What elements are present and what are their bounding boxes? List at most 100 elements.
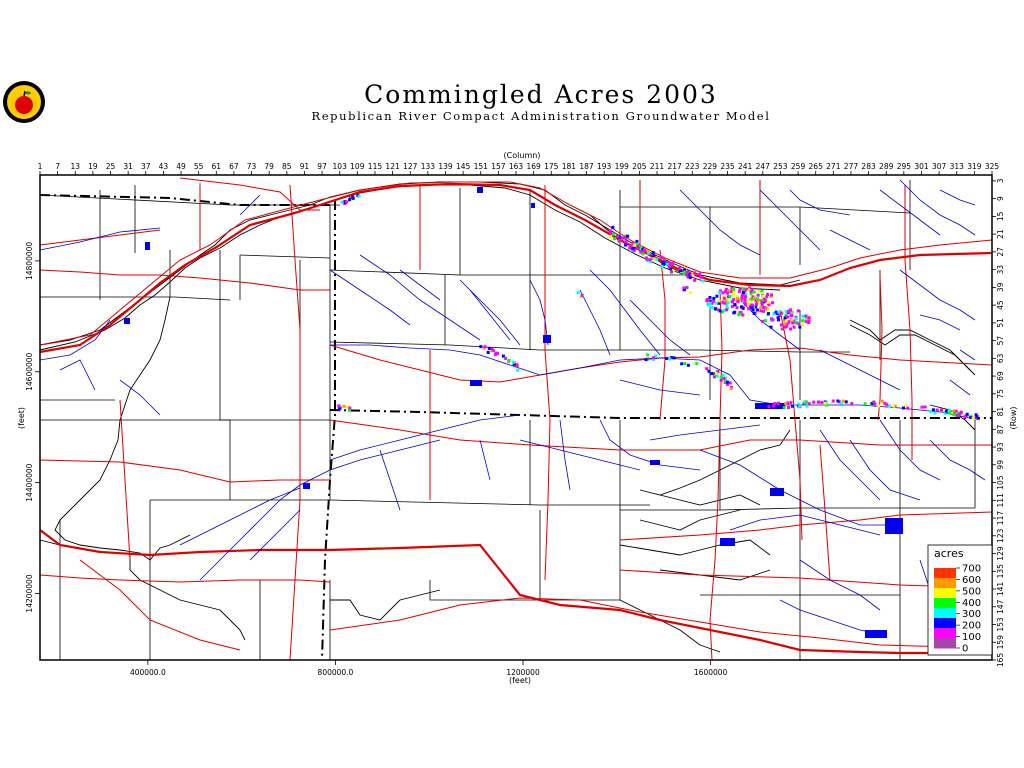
top-tick-label: 289	[879, 162, 894, 171]
acre-cell	[757, 300, 761, 304]
acre-cell	[714, 371, 718, 375]
acre-cell	[850, 402, 854, 406]
acre-cell	[779, 323, 783, 327]
top-tick-label: 193	[597, 162, 612, 171]
acre-cell	[731, 300, 734, 304]
acre-cell	[726, 297, 730, 301]
acre-cell	[750, 297, 754, 301]
acre-cell	[965, 412, 969, 416]
legend-swatch	[934, 568, 956, 579]
acre-cell	[793, 320, 797, 324]
acre-cell	[873, 402, 877, 406]
acre-cell	[628, 246, 632, 250]
top-tick-label: 223	[685, 162, 700, 171]
acre-cell	[724, 299, 728, 303]
acre-cell	[641, 252, 645, 256]
right-tick-label: 159	[996, 635, 1005, 650]
top-tick-label: 235	[720, 162, 735, 171]
acre-cell	[740, 305, 743, 309]
top-tick-label: 247	[756, 162, 771, 171]
top-tick-label: 187	[579, 162, 594, 171]
acre-cell	[792, 325, 796, 329]
acre-cell	[617, 235, 621, 239]
acre-cell	[740, 295, 744, 299]
top-tick-label: 91	[300, 162, 310, 171]
acre-cell	[885, 403, 889, 407]
acre-cell	[743, 301, 747, 305]
top-tick-label: 217	[668, 162, 683, 171]
acre-cell	[732, 293, 736, 297]
top-tick-label: 307	[932, 162, 947, 171]
acre-cell	[870, 401, 874, 405]
acre-cell	[771, 404, 775, 408]
acre-cell	[749, 290, 753, 294]
acre-cell	[632, 247, 636, 250]
acre-cell	[724, 376, 728, 380]
acre-cell	[840, 401, 843, 405]
top-tick-label: 19	[88, 162, 98, 171]
acre-cell	[929, 410, 933, 414]
acre-cell	[748, 286, 752, 290]
acre-cell	[805, 404, 809, 408]
acre-cell	[877, 404, 881, 408]
acre-cell	[931, 408, 935, 412]
acre-cell	[683, 362, 687, 366]
acre-cell	[782, 406, 786, 410]
acre-cell	[777, 310, 781, 314]
acre-cell	[665, 357, 669, 360]
acre-cell	[789, 308, 792, 312]
acre-cell	[647, 251, 650, 255]
acre-cell	[708, 296, 712, 299]
acre-cell	[717, 290, 721, 294]
acre-cell	[659, 255, 663, 259]
acre-cell	[787, 406, 790, 409]
acre-cell	[729, 387, 733, 391]
acre-cell	[920, 405, 924, 409]
acre-cell	[637, 243, 641, 247]
acre-cell	[490, 347, 494, 351]
legend-label: 100	[962, 632, 981, 643]
acre-cell	[612, 232, 616, 236]
acre-cell	[648, 260, 652, 264]
acre-cell	[639, 245, 643, 249]
bottom-easting-axis: 400000.0 800000.0 1200000 1600000	[130, 660, 728, 677]
acre-cell	[504, 356, 508, 360]
acre-cell	[906, 406, 910, 410]
acre-cell	[631, 246, 634, 250]
acre-cell	[944, 409, 948, 413]
acre-cell	[744, 292, 748, 296]
acre-cell	[798, 404, 802, 408]
top-tick-label: 229	[703, 162, 718, 171]
acre-cell	[844, 400, 848, 404]
acre-cell	[831, 399, 835, 403]
acre-cell	[512, 362, 516, 366]
acre-cell	[644, 358, 648, 362]
acre-cell	[740, 297, 744, 301]
map-title: Commingled Acres 2003	[364, 80, 718, 109]
acre-cell	[490, 349, 494, 353]
acre-cell	[622, 236, 626, 240]
map-subtitle: Republican River Compact Administration …	[311, 109, 771, 123]
acre-cell	[689, 291, 693, 295]
acre-cell	[779, 311, 783, 315]
acre-cell	[730, 286, 734, 290]
top-tick-label: 133	[421, 162, 436, 171]
acre-cell	[741, 293, 744, 297]
acre-cell	[633, 243, 636, 247]
acre-cell	[624, 235, 627, 239]
acre-cell	[669, 267, 673, 271]
right-tick-label: 153	[996, 617, 1005, 632]
acre-cell	[729, 290, 733, 293]
top-tick-label: 319	[967, 162, 982, 171]
right-tick-label: 165	[996, 653, 1005, 668]
acre-cell	[686, 363, 690, 367]
top-tick-label: 1	[38, 162, 43, 171]
top-tick-label: 175	[544, 162, 559, 171]
acre-cell	[677, 266, 681, 270]
top-tick-label: 85	[282, 162, 292, 171]
right-tick-label: 141	[996, 582, 1005, 597]
acre-cell	[721, 373, 725, 377]
acre-cell	[750, 305, 754, 309]
acre-cell	[719, 378, 723, 382]
acre-cell	[660, 264, 664, 268]
